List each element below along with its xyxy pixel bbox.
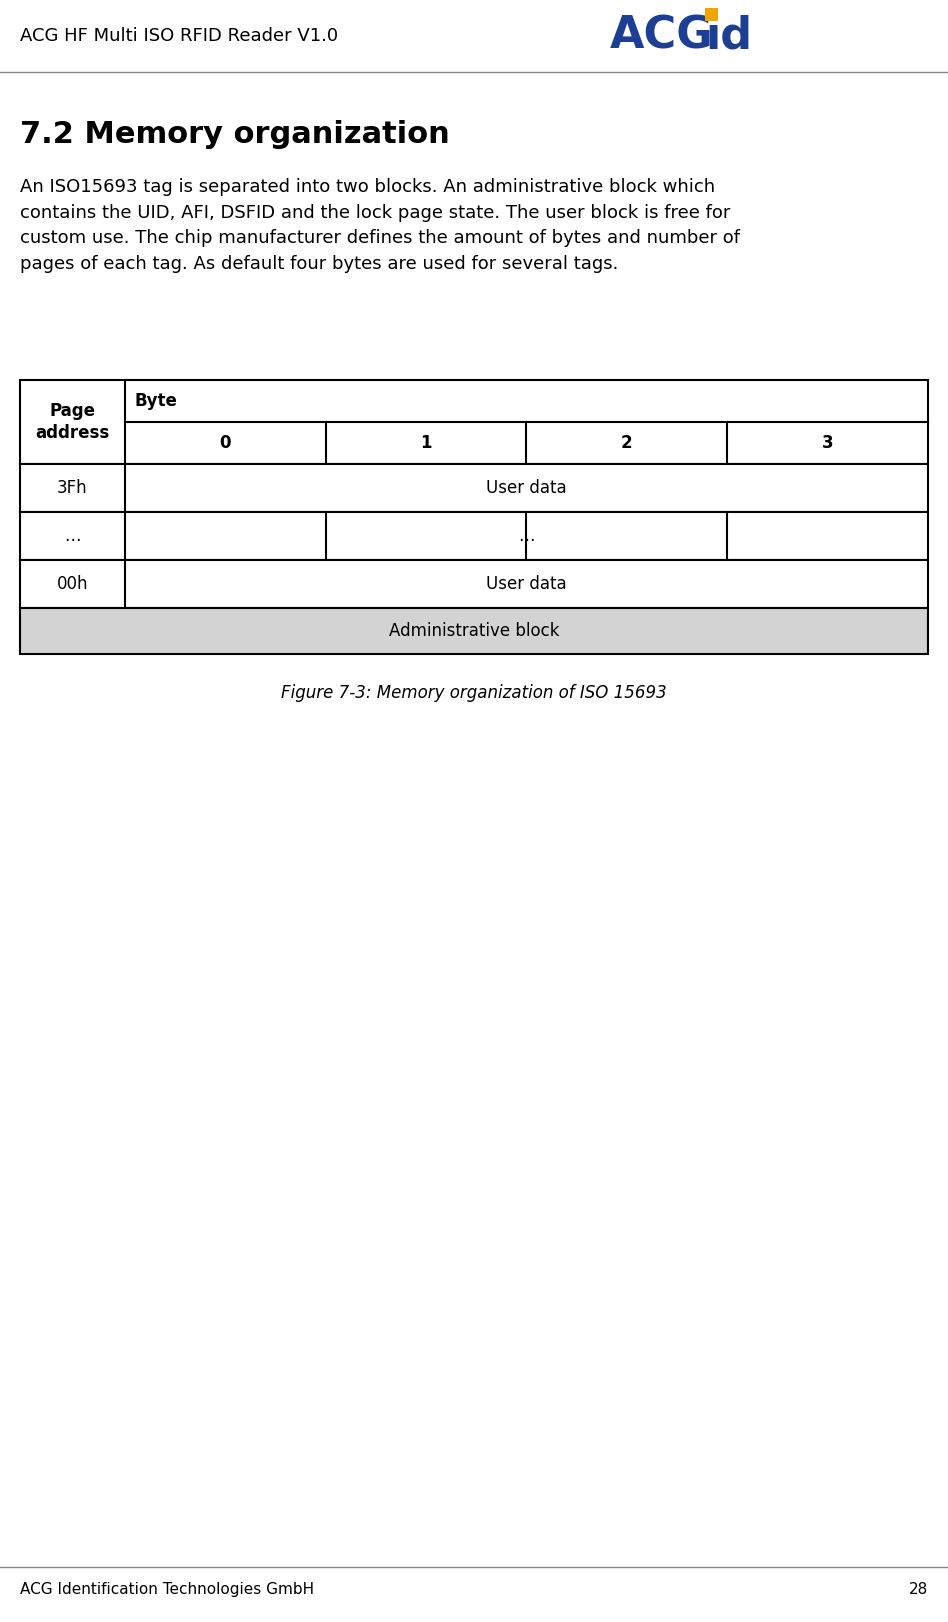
Bar <box>705 8 718 21</box>
Text: Figure 7-3: Memory organization of ISO 15693: Figure 7-3: Memory organization of ISO 1… <box>282 684 666 702</box>
Text: An ISO15693 tag is separated into two blocks. An administrative block which
cont: An ISO15693 tag is separated into two bl… <box>20 178 740 272</box>
Text: 0: 0 <box>220 435 231 453</box>
Bar <box>20 513 928 560</box>
Bar <box>20 608 928 654</box>
Text: 7.2 Memory organization: 7.2 Memory organization <box>20 120 449 149</box>
Text: …: … <box>519 527 535 545</box>
Text: ACG: ACG <box>610 15 714 57</box>
Text: ACG Identification Technologies GmbH: ACG Identification Technologies GmbH <box>20 1581 314 1598</box>
Text: Byte: Byte <box>135 393 178 410</box>
Bar <box>20 560 928 608</box>
Text: 28: 28 <box>909 1581 928 1598</box>
Text: User data: User data <box>486 576 567 594</box>
Text: User data: User data <box>486 478 567 496</box>
Bar <box>20 380 928 464</box>
Bar <box>20 464 928 513</box>
Text: 3: 3 <box>822 435 833 453</box>
Text: Administrative block: Administrative block <box>389 621 559 641</box>
Text: Page
address: Page address <box>35 402 110 443</box>
Text: …: … <box>64 527 81 545</box>
Text: 1: 1 <box>420 435 432 453</box>
Text: 3Fh: 3Fh <box>57 478 88 496</box>
Text: ACG HF Multi ISO RFID Reader V1.0: ACG HF Multi ISO RFID Reader V1.0 <box>20 28 338 45</box>
Text: id: id <box>705 15 752 57</box>
Text: 00h: 00h <box>57 576 88 594</box>
Text: 2: 2 <box>621 435 632 453</box>
